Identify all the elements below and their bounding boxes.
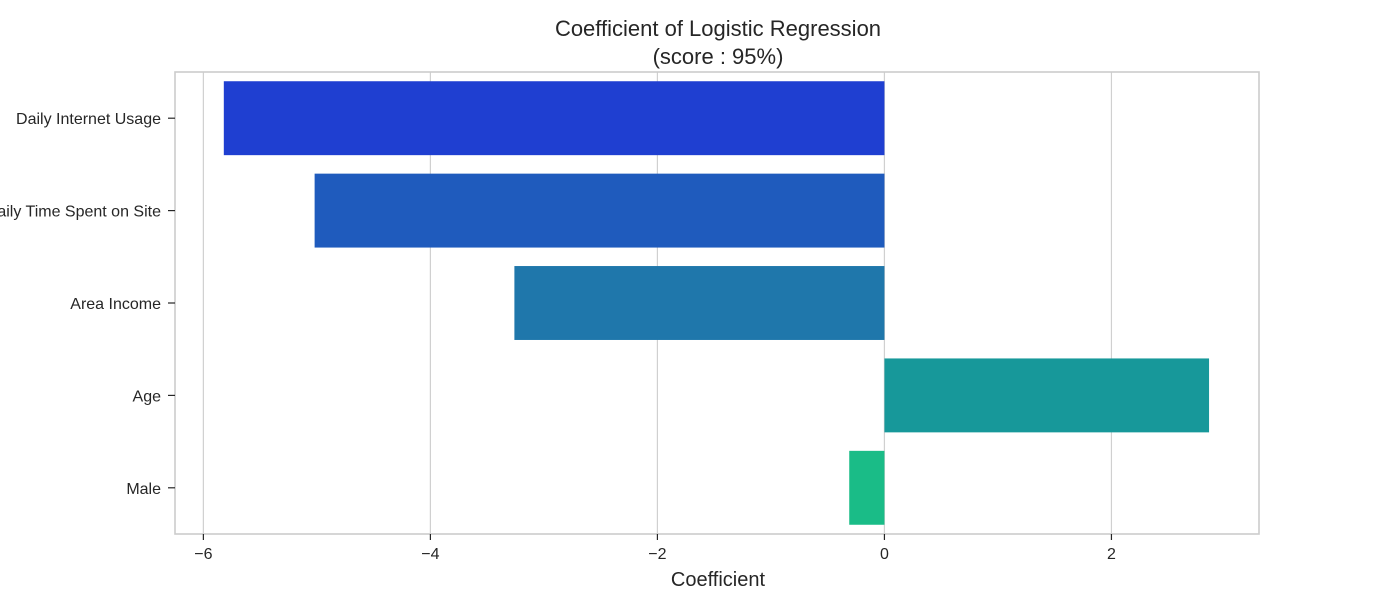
x-tick-label: −4 xyxy=(421,546,439,563)
bar-layer xyxy=(223,81,1210,525)
y-tick-label: Daily Time Spent on Site xyxy=(0,204,161,221)
x-tick-label: −2 xyxy=(648,546,666,563)
bar xyxy=(884,358,1210,433)
y-tick-label: Male xyxy=(126,481,161,498)
x-tick-label: −6 xyxy=(194,546,212,563)
y-tick-label: Daily Internet Usage xyxy=(16,111,161,128)
bar xyxy=(514,266,885,340)
bar xyxy=(314,173,885,248)
y-tick-label: Area Income xyxy=(70,296,161,313)
x-axis-label: Coefficient xyxy=(671,569,766,591)
x-tick-label: 2 xyxy=(1107,546,1116,563)
bar xyxy=(223,81,885,156)
chart-title: Coefficient of Logistic Regression xyxy=(555,16,881,41)
y-tick-label: Age xyxy=(133,388,162,405)
chart-subtitle: (score : 95%) xyxy=(653,44,784,69)
x-tick-label: 0 xyxy=(880,546,889,563)
bar xyxy=(849,450,885,525)
tick-layer: −6 −4 −2 0 2 Daily Internet Usage Daily Time S… xyxy=(0,111,1116,563)
